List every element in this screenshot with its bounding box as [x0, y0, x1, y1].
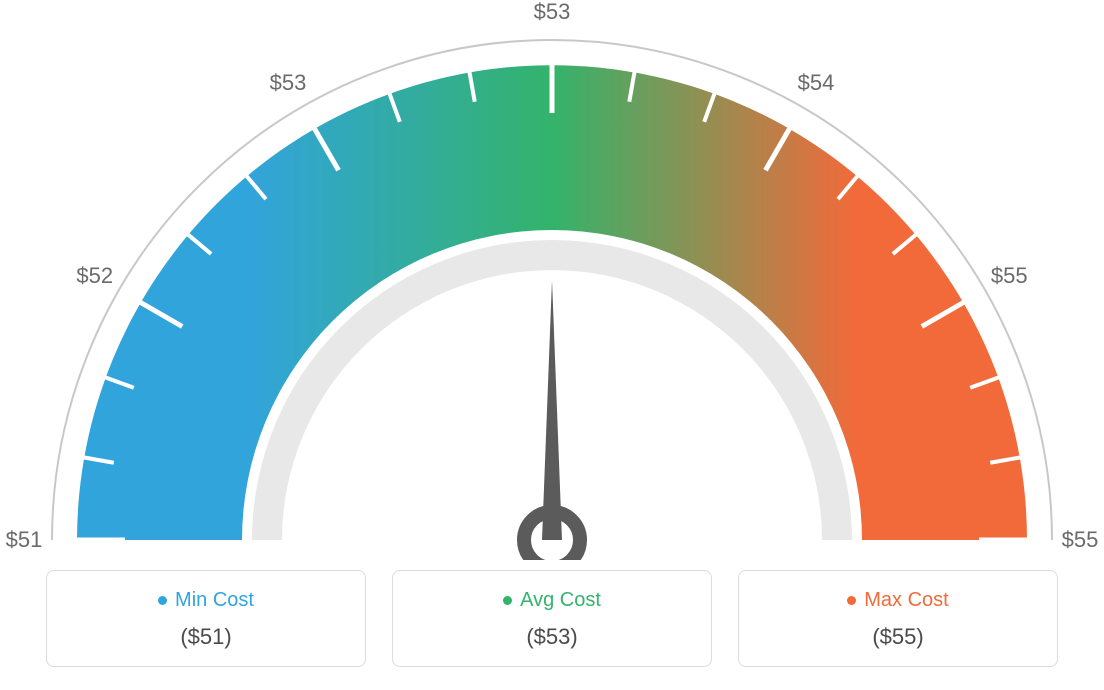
- legend-value-max: ($55): [749, 624, 1047, 650]
- cost-gauge: $51 $52 $53 $53 $54 $55 $55: [0, 0, 1104, 560]
- legend-value-min: ($51): [57, 624, 355, 650]
- legend-dot-max: [847, 596, 856, 605]
- legend-dot-avg: [503, 596, 512, 605]
- legend-value-avg: ($53): [403, 624, 701, 650]
- legend-card-max: Max Cost ($55): [738, 570, 1058, 667]
- gauge-tick-label: $55: [1062, 527, 1099, 553]
- gauge-tick-label: $54: [798, 70, 835, 96]
- gauge-tick-label: $55: [991, 263, 1028, 289]
- gauge-tick-label: $51: [6, 527, 43, 553]
- gauge-tick-label: $53: [270, 70, 307, 96]
- legend-label-avg: Avg Cost: [520, 589, 601, 612]
- gauge-tick-label: $52: [76, 263, 113, 289]
- legend-card-min: Min Cost ($51): [46, 570, 366, 667]
- gauge-svg: [0, 0, 1104, 560]
- legend-label-max: Max Cost: [864, 589, 948, 612]
- legend-dot-min: [158, 596, 167, 605]
- legend-label-min: Min Cost: [175, 589, 254, 612]
- gauge-tick-label: $53: [534, 0, 571, 25]
- legend-card-avg: Avg Cost ($53): [392, 570, 712, 667]
- legend-row: Min Cost ($51) Avg Cost ($53) Max Cost (…: [0, 570, 1104, 667]
